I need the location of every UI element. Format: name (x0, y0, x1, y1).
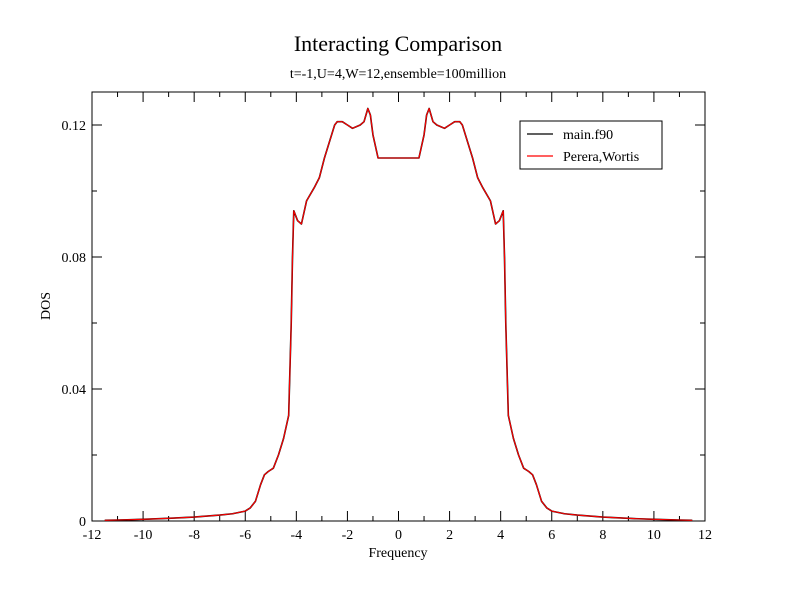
x-tick-label: 12 (698, 528, 712, 543)
y-tick-label: 0 (79, 515, 86, 530)
x-tick-label: -4 (290, 528, 302, 543)
x-tick-label: 4 (497, 528, 504, 543)
series-line-perera-wortis (104, 107, 693, 521)
x-tick-label: -10 (134, 528, 153, 543)
x-tick-label: -2 (342, 528, 354, 543)
x-tick-label: 6 (548, 528, 555, 543)
y-axis-ticks: 0 0.04 0.08 0.12 (62, 119, 705, 530)
legend-label-perera-wortis: Perera,Wortis (563, 150, 639, 165)
y-axis-label: DOS (39, 292, 54, 320)
x-tick-label: 2 (446, 528, 453, 543)
legend-label-main-f90: main.f90 (563, 128, 613, 143)
x-tick-label: 10 (647, 528, 661, 543)
x-tick-label: -12 (83, 528, 102, 543)
chart-subtitle: t=-1,U=4,W=12,ensemble=100million (290, 67, 506, 82)
x-tick-label: 8 (599, 528, 606, 543)
chart-title: Interacting Comparison (294, 31, 502, 56)
x-axis-ticks: -12 -10 -8 -6 -4 -2 0 2 4 6 8 10 12 (83, 92, 712, 543)
series-layer (104, 107, 693, 522)
x-tick-label: -8 (188, 528, 200, 543)
legend-box (519, 120, 663, 170)
y-tick-label: 0.08 (62, 251, 87, 266)
legend: main.f90 Perera,Wortis (519, 120, 663, 170)
x-tick-label: 0 (395, 528, 402, 543)
x-tick-label: -6 (239, 528, 251, 543)
y-tick-label: 0.12 (62, 119, 87, 134)
series-line-main-f90 (104, 107, 693, 522)
y-tick-label: 0.04 (62, 383, 87, 398)
x-axis-label: Frequency (368, 546, 427, 561)
